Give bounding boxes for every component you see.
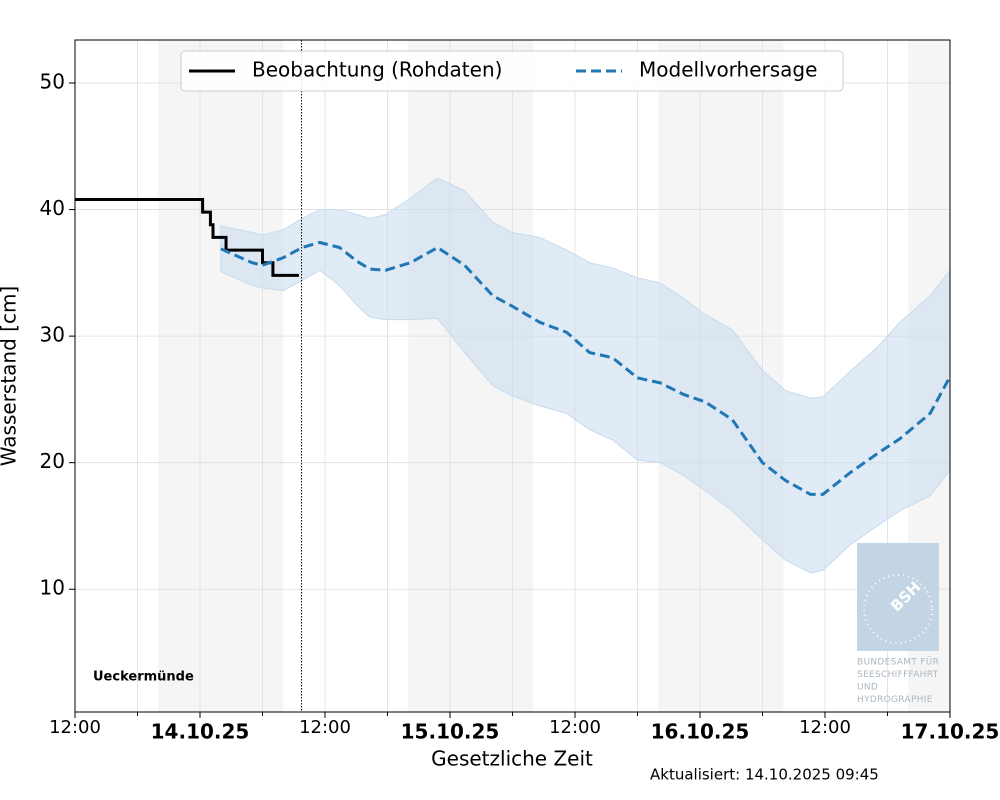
logo-box [857, 543, 939, 651]
uncertainty-band [220, 177, 951, 574]
legend-label: Modellvorhersage [639, 58, 817, 82]
y-tick-label: 20 [40, 449, 65, 473]
x-tick-label: 12:00 [49, 717, 101, 738]
x-date-label: 14.10.25 [151, 720, 250, 744]
logo-text: SEESCHIFFFAHRT [857, 670, 939, 680]
y-tick-label: 30 [40, 323, 65, 347]
logo-text: UND [857, 683, 878, 693]
legend: Beobachtung (Rohdaten) Modellvorhersage [180, 50, 844, 92]
x-tick-label: 12:00 [549, 717, 601, 738]
logo-ring [863, 574, 933, 644]
x-date-label: 15.10.25 [401, 720, 500, 744]
x-date-label: 16.10.25 [651, 720, 750, 744]
x-axis-label: Gesetzliche Zeit [431, 747, 593, 771]
y-axis-label: Wasserstand [cm] [0, 286, 21, 466]
logo-text: HYDROGRAPHIE [857, 695, 933, 705]
station-label: Ueckermünde [93, 670, 194, 685]
updated-label: Aktualisiert: 14.10.2025 09:45 [650, 766, 879, 784]
legend-box [180, 50, 844, 92]
legend-label: Beobachtung (Rohdaten) [252, 58, 502, 82]
x-tick-label: 12:00 [299, 717, 351, 738]
series-line [220, 240, 952, 496]
y-tick-label: 10 [40, 576, 65, 600]
logo-text: BUNDESAMT FÜR [857, 657, 939, 668]
x-tick-label: 12:00 [799, 717, 851, 738]
shaded-span [158, 40, 284, 712]
y-tick-label: 50 [40, 70, 65, 94]
y-tick-label: 40 [40, 196, 65, 220]
x-date-label: 17.10.25 [901, 720, 1000, 744]
logo: BSH BUNDESAMT FÜRSEESCHIFFFAHRTUNDHYDROG… [857, 543, 939, 705]
